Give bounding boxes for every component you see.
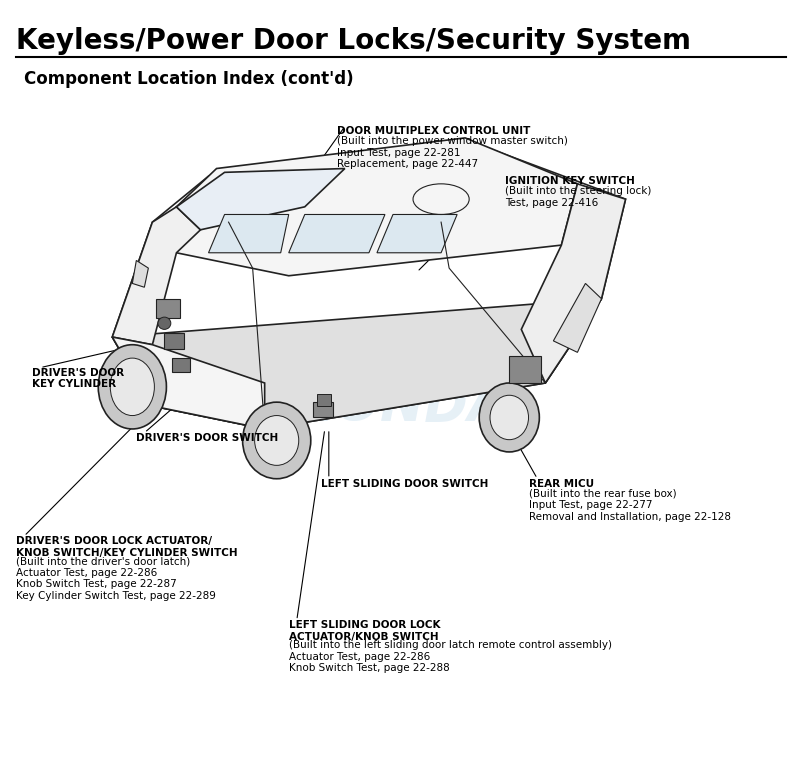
Bar — [172, 358, 190, 372]
Text: DRIVER'S DOOR SWITCH: DRIVER'S DOOR SWITCH — [136, 433, 278, 443]
Ellipse shape — [98, 345, 167, 429]
Text: DOOR MULTIPLEX CONTROL UNIT: DOOR MULTIPLEX CONTROL UNIT — [337, 126, 530, 136]
Ellipse shape — [490, 395, 529, 440]
Text: Keyless/Power Door Locks/Security System: Keyless/Power Door Locks/Security System — [16, 27, 691, 55]
Text: IGNITION KEY SWITCH: IGNITION KEY SWITCH — [505, 176, 635, 186]
Bar — [317, 394, 331, 406]
Polygon shape — [553, 283, 602, 352]
Ellipse shape — [111, 358, 155, 415]
Ellipse shape — [480, 383, 539, 452]
Text: LEFT SLIDING DOOR LOCK
ACTUATOR/KNOB SWITCH: LEFT SLIDING DOOR LOCK ACTUATOR/KNOB SWI… — [289, 620, 440, 642]
Polygon shape — [176, 169, 345, 230]
Polygon shape — [132, 260, 148, 287]
Text: Component Location Index (cont'd): Component Location Index (cont'd) — [24, 70, 354, 88]
Bar — [164, 333, 184, 349]
Polygon shape — [112, 207, 200, 345]
Polygon shape — [289, 214, 385, 253]
Text: (Built into the driver's door latch)
Actuator Test, page 22-286
Knob Switch Test: (Built into the driver's door latch) Act… — [16, 556, 216, 601]
Text: HONDA: HONDA — [292, 380, 510, 432]
Text: (Built into the power window master switch)
Input Test, page 22-281
Replacement,: (Built into the power window master swit… — [337, 136, 568, 169]
Polygon shape — [521, 184, 626, 383]
Text: (Built into the steering lock)
Test, page 22-416: (Built into the steering lock) Test, pag… — [505, 186, 652, 208]
Ellipse shape — [255, 415, 298, 466]
Bar — [156, 299, 180, 318]
Text: DRIVER'S DOOR
KEY CYLINDER: DRIVER'S DOOR KEY CYLINDER — [32, 368, 124, 389]
Bar — [509, 356, 541, 383]
Bar — [313, 402, 333, 417]
Text: REAR MICU: REAR MICU — [529, 479, 594, 489]
Text: (Built into the rear fuse box)
Input Test, page 22-277
Removal and Installation,: (Built into the rear fuse box) Input Tes… — [529, 489, 731, 522]
Text: DRIVER'S DOOR LOCK ACTUATOR/
KNOB SWITCH/KEY CYLINDER SWITCH: DRIVER'S DOOR LOCK ACTUATOR/ KNOB SWITCH… — [16, 536, 237, 558]
Ellipse shape — [242, 402, 310, 479]
Polygon shape — [176, 138, 577, 276]
Polygon shape — [112, 299, 602, 429]
Polygon shape — [377, 214, 457, 253]
Polygon shape — [209, 214, 289, 253]
Circle shape — [158, 317, 171, 329]
Polygon shape — [112, 337, 265, 429]
Text: LEFT SLIDING DOOR SWITCH: LEFT SLIDING DOOR SWITCH — [321, 479, 488, 489]
Text: (Built into the left sliding door latch remote control assembly)
Actuator Test, : (Built into the left sliding door latch … — [289, 640, 612, 673]
